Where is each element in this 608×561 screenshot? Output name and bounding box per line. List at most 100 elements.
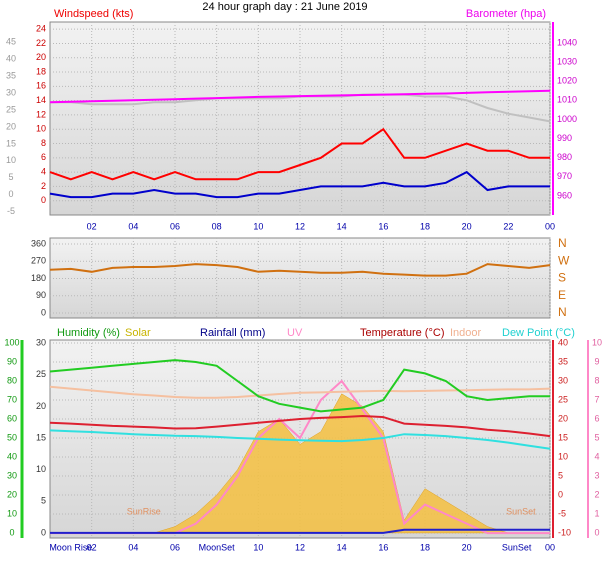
x-tick-label: 14 [337, 221, 347, 231]
series-line [50, 528, 550, 534]
x-tick-label: 18 [420, 542, 430, 552]
y2-tick-label: 990 [557, 133, 572, 143]
y-tick-label: 50 [7, 432, 17, 442]
y3-tick-label: 25 [558, 394, 568, 404]
y-tick-label: 2 [41, 181, 46, 191]
y2-tick-label: 25 [36, 369, 46, 379]
y4-tick-label: 4 [594, 451, 599, 461]
series-line [49, 170, 550, 199]
y3-tick-label: 40 [6, 54, 16, 64]
y3-tick-label: 30 [6, 87, 16, 97]
legend-label: Humidity (%) [57, 327, 120, 339]
x-tick-label: 12 [295, 221, 305, 231]
y3-tick-label: 10 [6, 155, 16, 165]
y4-tick-label: 3 [594, 470, 599, 480]
y2-tick-label: 10 [36, 464, 46, 474]
x-tick-label: 22 [503, 221, 513, 231]
legend-label: Solar [125, 327, 151, 339]
y3-tick-label: -10 [558, 527, 571, 537]
y-tick-label: 270 [31, 256, 46, 266]
y2-tick-label: 0 [41, 527, 46, 537]
y-tick-label: 20 [36, 52, 46, 62]
x-tick-label: 20 [462, 221, 472, 231]
x-tick-label: 00 [545, 221, 555, 231]
y3-tick-label: -5 [7, 206, 15, 216]
event-label: MoonSet [199, 542, 236, 552]
x-tick-label: 04 [128, 221, 138, 231]
y-tick-label: 180 [31, 273, 46, 283]
y-tick-label: 6 [41, 152, 46, 162]
x-tick-label: 08 [212, 221, 222, 231]
y3-tick-label: -5 [558, 508, 566, 518]
legend-label: UV [287, 327, 303, 339]
y2-tick-label: 15 [36, 432, 46, 442]
y3-tick-label: 35 [558, 356, 568, 366]
y3-tick-label: 30 [558, 375, 568, 385]
y3-tick-label: 45 [6, 37, 16, 47]
y2-tick-label: 1010 [557, 95, 577, 105]
y-tick-label: 40 [7, 451, 17, 461]
y2-tick-label: 1000 [557, 114, 577, 124]
y3-tick-label: 15 [6, 138, 16, 148]
y2-tick-label: 1040 [557, 37, 577, 47]
y-tick-label: 10 [36, 124, 46, 134]
y-tick-label: 10 [7, 508, 17, 518]
y-tick-label: 12 [36, 109, 46, 119]
y3-tick-label: 5 [8, 172, 13, 182]
y-tick-label: 90 [7, 356, 17, 366]
y4-tick-label: 9 [594, 356, 599, 366]
y-tick-label: 80 [7, 375, 17, 385]
y4-tick-label: 6 [594, 413, 599, 423]
y3-tick-label: 35 [6, 71, 16, 81]
y2-tick-label: W [558, 253, 570, 267]
x-tick-label: 18 [420, 221, 430, 231]
y2-tick-label: N [558, 236, 567, 250]
annotation: SunSet [506, 506, 536, 516]
x-tick-label: 10 [253, 542, 263, 552]
y3-tick-label: 20 [6, 121, 16, 131]
legend-label: Rainfall (mm) [200, 327, 265, 339]
event-label: Moon Rise [49, 542, 92, 552]
y-tick-label: 360 [31, 238, 46, 248]
y2-tick-label: 1030 [557, 57, 577, 67]
y-axis-label: Windspeed (kts) [54, 8, 133, 20]
x-tick-label: 02 [87, 542, 97, 552]
y4-tick-label: 10 [592, 337, 602, 347]
y2-tick-label: N [558, 305, 567, 319]
y-tick-label: 30 [7, 470, 17, 480]
y-tick-label: 14 [36, 95, 46, 105]
y-tick-label: 18 [36, 66, 46, 76]
y-tick-label: 0 [9, 527, 14, 537]
y2-axis-label: Barometer (hpa) [466, 8, 546, 20]
y2-tick-label: 970 [557, 171, 572, 181]
annotation: SunRise [127, 506, 161, 516]
y2-tick-label: 30 [36, 338, 46, 348]
x-tick-label: 14 [337, 542, 347, 552]
y3-tick-label: 10 [558, 451, 568, 461]
y-tick-label: 100 [4, 337, 19, 347]
event-label: SunSet [502, 542, 532, 552]
x-tick-label: 06 [170, 221, 180, 231]
x-tick-label: 00 [545, 542, 555, 552]
y2-tick-label: 1020 [557, 76, 577, 86]
x-tick-label: 20 [462, 542, 472, 552]
legend-label: Indoor [450, 327, 482, 339]
y3-tick-label: 5 [558, 470, 563, 480]
y3-tick-label: 0 [558, 489, 563, 499]
y2-tick-label: E [558, 288, 566, 302]
legend-label: Dew Point (°C) [502, 327, 575, 339]
y-tick-label: 60 [7, 413, 17, 423]
x-tick-label: 06 [170, 542, 180, 552]
y3-tick-label: 40 [558, 337, 568, 347]
y-tick-label: 90 [36, 290, 46, 300]
x-tick-label: 10 [253, 221, 263, 231]
x-tick-label: 16 [378, 542, 388, 552]
series-line [49, 429, 551, 450]
y-tick-label: 24 [36, 24, 46, 34]
y-tick-label: 8 [41, 138, 46, 148]
y4-tick-label: 5 [594, 432, 599, 442]
x-tick-label: 04 [128, 542, 138, 552]
y-tick-label: 22 [36, 38, 46, 48]
y-tick-label: 0 [41, 195, 46, 205]
